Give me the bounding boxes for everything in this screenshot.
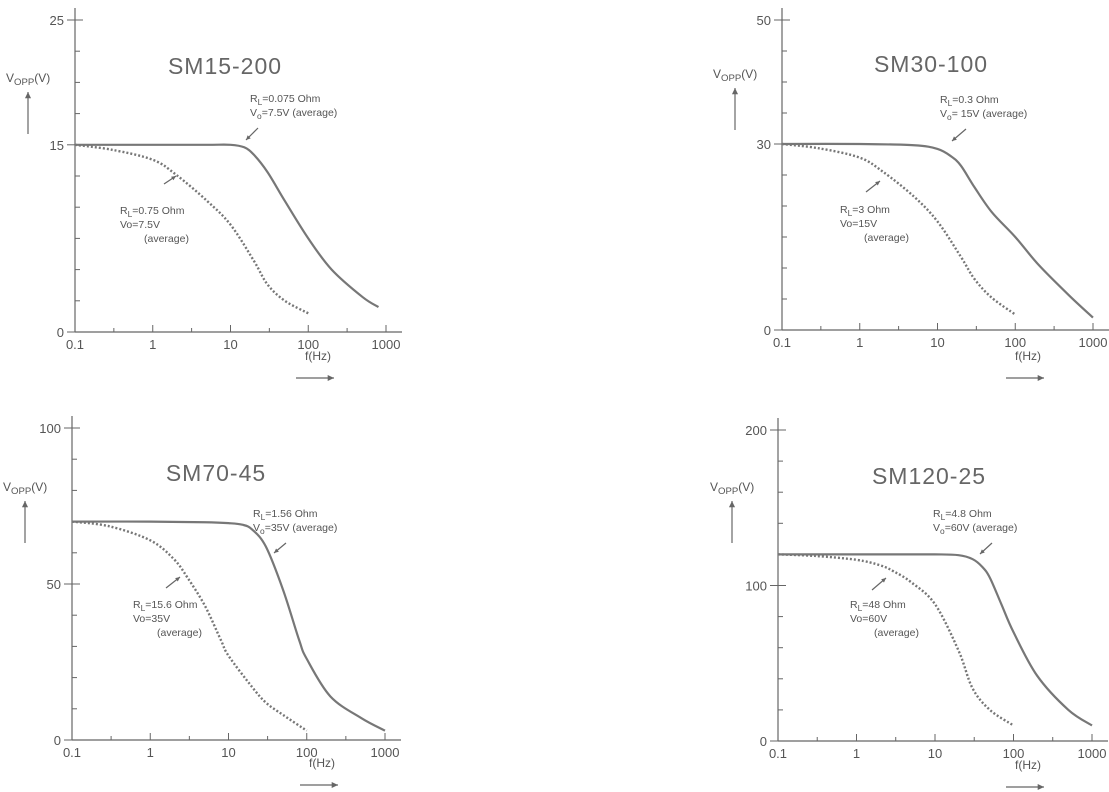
y-tick-label: 50 xyxy=(47,577,61,592)
y-arrowhead-icon xyxy=(21,501,29,508)
x-tick-label: 1 xyxy=(853,746,860,761)
annotation-text: RL=0.3 Ohm xyxy=(940,94,999,108)
annotation-text: Vo= 15V (average) xyxy=(940,108,1027,122)
x-tick-label: 100 xyxy=(297,337,319,352)
y-tick-label: 0 xyxy=(760,734,767,749)
series-line-dotted xyxy=(74,143,309,315)
series-line-solid xyxy=(71,520,386,732)
annotation-arrowhead-icon xyxy=(952,136,957,141)
x-axis-label: f(Hz) xyxy=(309,756,335,770)
x-arrowhead-icon xyxy=(327,374,334,382)
annotation-text: RL=3 Ohm xyxy=(840,204,890,218)
annotation-arrowhead-icon xyxy=(171,176,176,181)
chart-panel-4: 0.1 1 10 100 1000 0 100 200 SM120-25 VOPP(V) f(Hz)… xyxy=(710,418,1108,791)
chart-title: SM30-100 xyxy=(874,51,988,77)
series-line-solid xyxy=(778,553,1093,727)
y-arrowhead-icon xyxy=(728,501,736,508)
x-arrowhead-icon xyxy=(1037,783,1044,791)
x-tick-label: 0.1 xyxy=(63,745,81,760)
chart-title: SM15-200 xyxy=(168,53,282,79)
chart-title: SM70-45 xyxy=(166,460,266,486)
chart-panel-1: 0.1 1 10 100 1000 0 15 25 SM15-200 VOPP(V) f(Hz) RL… xyxy=(6,8,402,382)
x-arrowhead-icon xyxy=(1037,374,1044,382)
annotation-text: Vo=35V (average) xyxy=(253,522,337,536)
chart-panel-3: 0.1 1 10 100 1000 0 50 100 SM70-45 VOPP(V) f(Hz) RL… xyxy=(3,416,401,789)
x-tick-label: 1 xyxy=(149,337,156,352)
x-tick-label: 100 xyxy=(1003,746,1025,761)
x-tick-label: 0.1 xyxy=(66,337,84,352)
annotation-text: Vo=7.5V (average) xyxy=(250,107,337,121)
x-tick-label: 1000 xyxy=(371,745,400,760)
annotation-text: RL=0.075 Ohm xyxy=(250,93,321,107)
annotation-text: Vo=60V (average) xyxy=(933,522,1017,536)
y-tick-label: 50 xyxy=(757,13,771,28)
y-axis-label: VOPP(V) xyxy=(3,480,47,497)
series-line-solid xyxy=(75,143,380,308)
annotation-text: Vo=35V xyxy=(133,613,170,625)
y-tick-label: 0 xyxy=(764,323,771,338)
x-tick-label: 1000 xyxy=(1078,746,1107,761)
annotation-text: RL=1.56 Ohm xyxy=(253,508,318,522)
series-line-dotted xyxy=(71,520,308,732)
x-tick-label: 0.1 xyxy=(773,335,791,350)
x-tick-label: 1 xyxy=(856,335,863,350)
annotation-text: RL=4.8 Ohm xyxy=(933,508,992,522)
y-tick-label: 0 xyxy=(54,733,61,748)
annotation-arrowhead-icon xyxy=(980,549,985,554)
y-tick-label: 0 xyxy=(57,325,64,340)
y-axis-label: VOPP(V) xyxy=(713,67,757,84)
annotation-text: RL=48 Ohm xyxy=(850,599,906,613)
x-tick-label: 10 xyxy=(928,746,942,761)
annotation-text: (average) xyxy=(864,232,909,244)
x-tick-label: 100 xyxy=(296,745,318,760)
annotation-arrowhead-icon xyxy=(274,548,279,553)
x-tick-label: 1000 xyxy=(1079,335,1108,350)
annotation-text: (average) xyxy=(157,627,202,639)
y-arrowhead-icon xyxy=(24,92,32,99)
y-tick-label: 30 xyxy=(757,137,771,152)
y-tick-label: 100 xyxy=(39,421,61,436)
annotation-text: Vo=60V xyxy=(850,613,887,625)
y-tick-label: 200 xyxy=(745,423,767,438)
series-line-dotted xyxy=(777,553,1015,727)
annotation-arrowhead-icon xyxy=(246,135,251,140)
x-tick-label: 100 xyxy=(1004,335,1026,350)
annotation-text: RL=0.75 Ohm xyxy=(120,205,185,219)
x-axis-label: f(Hz) xyxy=(305,349,331,363)
chart-panel-2: 0.1 1 10 100 1000 0 30 50 SM30-100 VOPP(V) f(Hz) RL… xyxy=(713,8,1109,382)
x-tick-label: 10 xyxy=(221,745,235,760)
x-axis-label: f(Hz) xyxy=(1015,758,1041,772)
annotation-text: (average) xyxy=(144,233,189,245)
annotation-arrowhead-icon xyxy=(175,577,180,582)
series-line-solid xyxy=(781,142,1094,319)
chart-title: SM120-25 xyxy=(872,463,986,489)
x-tick-label: 0.1 xyxy=(769,746,787,761)
x-tick-label: 10 xyxy=(930,335,944,350)
series-line-dotted xyxy=(781,142,1016,316)
y-axis-label: VOPP(V) xyxy=(6,71,50,88)
annotation-arrowhead-icon xyxy=(875,181,880,186)
annotation-text: Vo=15V xyxy=(840,218,877,230)
y-tick-label: 100 xyxy=(745,579,767,594)
x-tick-label: 1 xyxy=(147,745,154,760)
x-tick-label: 1000 xyxy=(372,337,401,352)
y-axis-label: VOPP(V) xyxy=(710,480,754,497)
y-tick-label: 25 xyxy=(50,13,64,28)
x-tick-label: 10 xyxy=(223,337,237,352)
x-arrowhead-icon xyxy=(331,781,338,789)
annotation-text: Vo=7.5V xyxy=(120,219,160,231)
annotation-arrowhead-icon xyxy=(881,578,886,583)
annotation-text: RL=15.6 Ohm xyxy=(133,599,198,613)
x-axis-label: f(Hz) xyxy=(1015,349,1041,363)
annotation-text: (average) xyxy=(874,627,919,639)
y-arrowhead-icon xyxy=(731,88,739,95)
y-tick-label: 15 xyxy=(50,138,64,153)
